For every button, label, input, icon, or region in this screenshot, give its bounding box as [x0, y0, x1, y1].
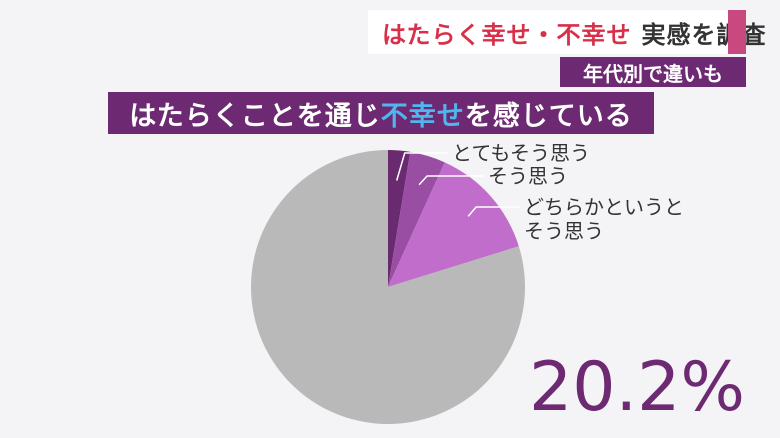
question-highlight: 不幸せ: [380, 100, 465, 132]
subtitle-banner: 年代別で違いも: [560, 57, 746, 87]
slice-label-1: そう思う: [488, 164, 568, 188]
pie-slice-0: [388, 150, 411, 287]
title-accent-bar: [728, 10, 746, 54]
leader-lines: [395, 152, 520, 217]
title-banner: はたらく幸せ・不幸せ 実感を調査: [368, 10, 766, 54]
pie-slices: [251, 150, 526, 424]
pie-slice-2: [388, 162, 519, 287]
leader-line-0: [395, 152, 448, 181]
leader-line-2: [467, 206, 520, 217]
title-highlight: はたらく幸せ・不幸せ: [382, 20, 632, 49]
slice-label-2-line-1: そう思う: [524, 219, 604, 243]
pie-slice-3: [251, 150, 526, 424]
slice-label-0: とてもそう思う: [452, 141, 590, 165]
leader-line-1: [418, 175, 484, 186]
question-prefix: はたらくことを通じ: [129, 100, 381, 132]
slice-label-2-line-0: どちらかというと: [524, 195, 684, 219]
question-banner: はたらくことを通じ 不幸せ を感じている: [108, 92, 654, 134]
pie-slice-1: [388, 151, 445, 287]
total-percentage: 20.2%: [529, 348, 745, 427]
question-suffix: を感じている: [464, 100, 633, 132]
